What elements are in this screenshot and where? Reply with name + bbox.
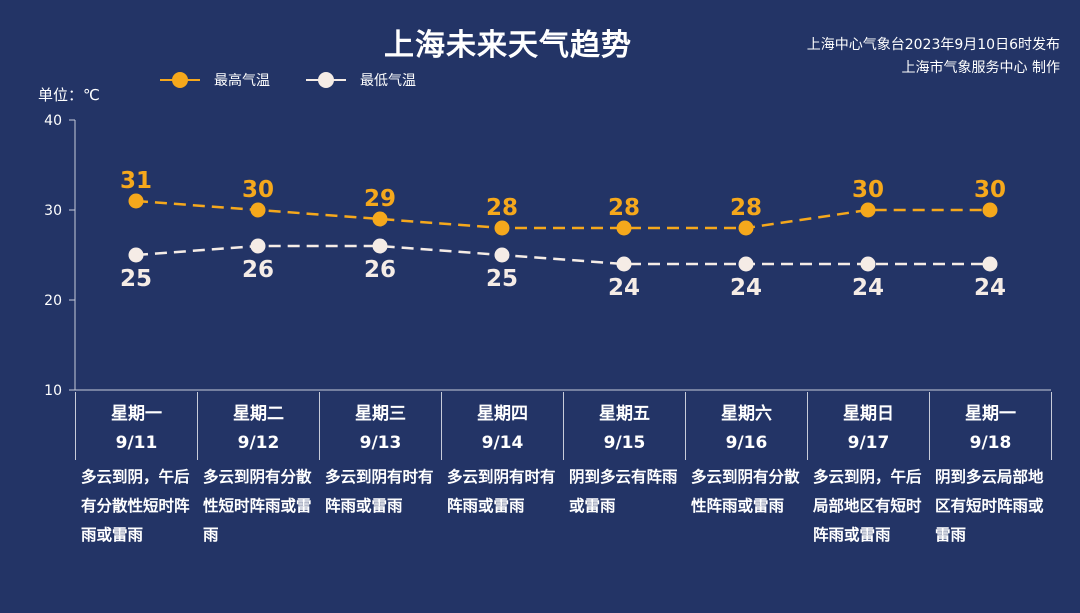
weather-description: 阴到多云局部地区有短时阵雨或雷雨	[935, 468, 1044, 544]
data-point-low	[128, 247, 144, 263]
day-column: 星期一 9/18	[930, 392, 1052, 460]
data-label-low: 24	[730, 275, 762, 301]
data-label-high: 31	[120, 168, 152, 194]
data-point-low	[738, 256, 754, 272]
data-label-high: 29	[364, 186, 396, 212]
y-tick-label: 30	[44, 203, 62, 219]
legend-item-high: 最高气温	[160, 70, 270, 90]
legend: 最高气温 最低气温	[160, 70, 452, 90]
weather-description: 阴到多云有阵雨或雷雨	[569, 468, 678, 515]
data-label-low: 24	[852, 275, 884, 301]
data-point-low	[372, 238, 388, 254]
data-label-low: 24	[608, 275, 640, 301]
chart-title: 上海未来天气趋势	[384, 28, 632, 63]
source-info: 上海中心气象台2023年9月10日6时发布 上海市气象服务中心 制作	[807, 34, 1060, 80]
data-label-low: 26	[364, 257, 396, 283]
weather-description: 多云到阴有分散性阵雨或雷雨	[691, 468, 800, 515]
weather-description: 多云到阴，午后局部地区有短时阵雨或雷雨	[813, 468, 922, 544]
data-label-high: 28	[730, 195, 762, 221]
data-point-high	[128, 193, 144, 209]
date-label: 9/12	[237, 433, 280, 453]
data-point-low	[616, 256, 632, 272]
date-label: 9/15	[603, 433, 646, 453]
day-column: 星期日 9/17	[808, 392, 930, 460]
date-label: 9/16	[725, 433, 768, 453]
data-point-low	[982, 256, 998, 272]
series-line-low	[135, 244, 990, 266]
data-point-high	[372, 211, 388, 227]
day-column: 星期三 9/13	[320, 392, 442, 460]
data-point-high	[982, 202, 998, 218]
data-point-high	[738, 220, 754, 236]
date-label: 9/11	[115, 433, 158, 453]
data-point-high	[250, 202, 266, 218]
data-point-high	[616, 220, 632, 236]
date-label: 9/13	[359, 433, 402, 453]
day-column: 星期六 9/16	[686, 392, 808, 460]
weather-description: 多云到阴有时有阵雨或雷雨	[447, 468, 556, 515]
day-column: 星期五 9/15	[564, 392, 686, 460]
weekday-label: 星期三	[355, 404, 406, 424]
source-line-issuer: 上海中心气象台2023年9月10日6时发布	[806, 37, 1060, 53]
y-tick-label: 20	[44, 293, 62, 309]
series-line-high	[135, 199, 990, 230]
y-tick-label: 10	[44, 383, 62, 399]
weekday-label: 星期二	[233, 404, 284, 424]
data-point-low	[494, 247, 510, 263]
source-line-producer: 上海市气象服务中心 制作	[901, 60, 1060, 76]
data-label-high: 28	[486, 195, 518, 221]
y-axis-unit-label: 单位：℃	[38, 86, 100, 104]
data-point-low	[250, 238, 266, 254]
legend-label-high: 最高气温	[214, 73, 270, 89]
data-label-low: 25	[486, 266, 518, 292]
date-label: 9/14	[481, 433, 524, 453]
data-label-low: 26	[242, 257, 274, 283]
data-label-low: 24	[974, 275, 1006, 301]
weekday-label: 星期一	[965, 404, 1016, 424]
y-tick-label: 40	[44, 113, 62, 129]
weather-descriptions: 多云到阴，午后有分散性短时阵雨或雷雨 多云到阴有分散性短时阵雨或雷雨 多云到阴有时有…	[75, 463, 1051, 550]
data-point-high	[494, 220, 510, 236]
date-label: 9/17	[847, 433, 890, 453]
legend-swatch-low	[306, 70, 346, 90]
data-point-high	[860, 202, 876, 218]
day-column: 星期四 9/14	[442, 392, 564, 460]
data-label-high: 28	[608, 195, 640, 221]
legend-label-low: 最低气温	[360, 73, 416, 89]
weather-description: 多云到阴有时有阵雨或雷雨	[325, 468, 434, 515]
weather-description: 多云到阴，午后有分散性短时阵雨或雷雨	[81, 468, 190, 544]
day-column: 星期一 9/11	[76, 392, 198, 460]
weather-description: 多云到阴有分散性短时阵雨或雷雨	[203, 468, 312, 544]
weekday-label: 星期五	[599, 404, 650, 424]
data-point-low	[860, 256, 876, 272]
legend-item-low: 最低气温	[306, 70, 416, 90]
weekday-label: 星期六	[721, 404, 772, 424]
legend-swatch-high	[160, 70, 200, 90]
weekday-label: 星期一	[111, 404, 162, 424]
data-label-low: 25	[120, 266, 152, 292]
day-column: 星期二 9/12	[198, 392, 320, 460]
weekday-label: 星期日	[843, 404, 894, 424]
date-label: 9/18	[969, 433, 1012, 453]
day-columns: 星期一 9/11 星期二 9/12 星期三 9/13 星期四 9/14 星期五 9/15 星期六 9/…	[75, 392, 1052, 460]
data-label-high: 30	[242, 177, 274, 203]
data-label-high: 30	[852, 177, 884, 203]
data-label-high: 30	[974, 177, 1006, 203]
weekday-label: 星期四	[477, 404, 528, 424]
